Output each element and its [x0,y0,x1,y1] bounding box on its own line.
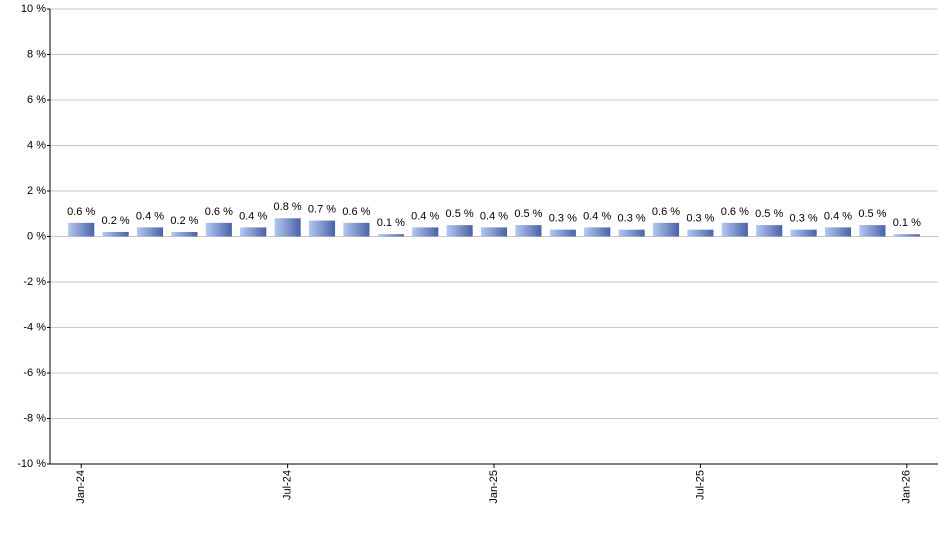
value-label: 0.6 % [652,206,680,218]
bar [171,231,198,237]
y-tick-label: -10 % [17,458,46,470]
y-tick-label: -2 % [23,276,46,288]
value-label: 0.8 % [274,201,302,213]
bar [687,229,714,237]
bar [136,227,164,237]
value-label: 0.5 % [514,208,542,220]
value-label: 0.3 % [549,213,577,225]
y-tick-label: 0 % [27,230,46,242]
value-label: 0.5 % [858,208,886,220]
bar [584,227,611,237]
value-label: 0.5 % [755,208,783,220]
bar [859,225,886,237]
bar [412,227,439,237]
value-label: 0.1 % [893,217,921,229]
bar [205,222,232,237]
value-label: 0.2 % [170,215,198,227]
x-tick-label: Jan-24 [75,470,87,504]
y-tick-label: 6 % [27,94,46,106]
bar [790,229,817,237]
bar [756,225,783,237]
x-tick-label: Jan-25 [488,470,500,504]
y-tick-label: 8 % [27,48,46,60]
bar [480,227,508,237]
value-label: 0.2 % [102,215,130,227]
y-tick-label: 10 % [21,3,46,15]
value-label: 0.7 % [308,203,336,215]
value-label: 0.4 % [824,210,852,222]
value-label: 0.4 % [480,210,508,222]
x-tick-label: Jan-26 [901,470,913,504]
value-label: 0.4 % [411,210,439,222]
value-label: 0.4 % [136,210,164,222]
bar [446,225,473,237]
value-label: 0.6 % [67,206,95,218]
value-label: 0.1 % [377,217,405,229]
bar [68,222,95,237]
value-label: 0.5 % [446,208,474,220]
y-tick-label: -6 % [23,367,46,379]
y-tick-label: -8 % [23,412,46,424]
bar [652,222,680,237]
y-tick-label: 4 % [27,139,46,151]
bar [343,222,370,237]
bar [549,229,576,237]
value-label: 0.4 % [583,210,611,222]
value-label: 0.6 % [721,206,749,218]
bar [721,222,748,237]
bar [308,220,336,237]
value-label: 0.3 % [790,213,818,225]
bar [824,227,852,237]
bar [102,231,129,237]
y-tick-label: -4 % [23,321,46,333]
bar [515,225,542,237]
bar [618,229,645,237]
x-tick-label: Jul-25 [694,470,706,500]
bar [377,234,404,237]
value-label: 0.6 % [205,206,233,218]
value-label: 0.6 % [342,206,370,218]
y-tick-label: 2 % [27,185,46,197]
x-tick-label: Jul-24 [282,470,294,500]
value-label: 0.4 % [239,210,267,222]
value-label: 0.3 % [686,213,714,225]
bar [240,227,267,237]
bar [274,218,301,237]
value-label: 0.3 % [618,213,646,225]
bar [893,234,920,237]
